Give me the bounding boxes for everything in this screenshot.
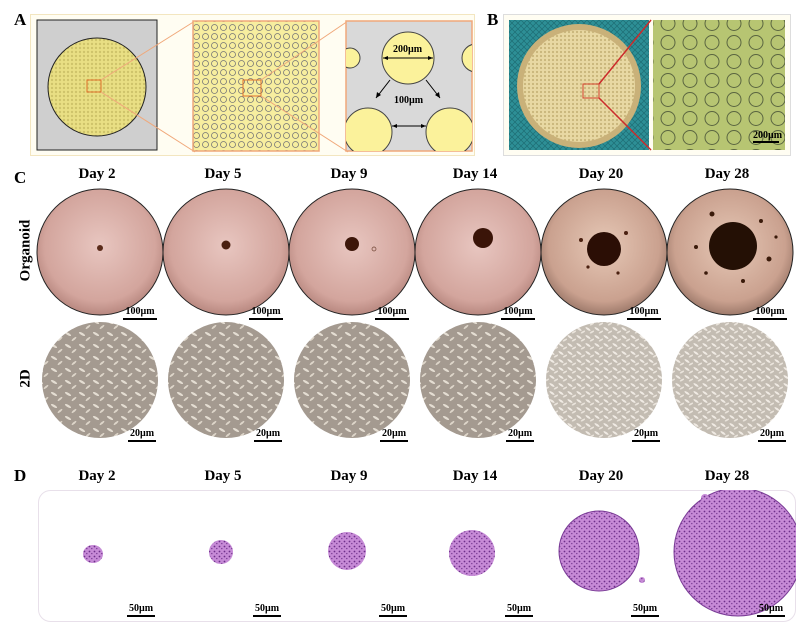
scale-organoid-5: 100µm (627, 306, 661, 320)
microwell-detail (345, 20, 473, 152)
scale-2d-4: 20µm (506, 428, 534, 442)
scale-2d-6: 20µm (758, 428, 786, 442)
day-header-d-1: Day 2 (78, 468, 116, 484)
panel-letter-b: B (487, 10, 499, 29)
day-header-c-2: Day 5 (204, 166, 242, 182)
panel-letter-a: A (14, 10, 27, 29)
day-header-c-4: Day 14 (452, 166, 498, 182)
scale-he-5: 50µm (631, 603, 659, 617)
cells-day-14 (420, 322, 536, 438)
day-header-c-5: Day 20 (578, 166, 624, 182)
day-header-d-3: Day 9 (330, 468, 368, 484)
cells-day-2 (42, 322, 158, 438)
scale-organoid-3: 100µm (375, 306, 409, 320)
histology-day-5 (209, 540, 233, 564)
scale-he-3: 50µm (379, 603, 407, 617)
two-d-row (42, 322, 788, 438)
panel-a-schematic (30, 14, 475, 156)
scale-2d-1: 20µm (128, 428, 156, 442)
panel-b-photos (503, 14, 791, 156)
organoid-day-20 (540, 188, 668, 316)
zoom-box-small (86, 79, 102, 93)
histology-day-28 (673, 490, 796, 617)
day-header-d-2: Day 5 (204, 468, 242, 484)
scale-organoid-2: 100µm (249, 306, 283, 320)
row-label-2d: 2D (17, 369, 34, 388)
day-header-c-1: Day 2 (78, 166, 116, 182)
cells-day-5 (168, 322, 284, 438)
spacing-label: 100µm (394, 95, 424, 106)
histology-day-20 (558, 510, 645, 592)
day-header-d-5: Day 20 (578, 468, 624, 484)
histology-day-9 (328, 532, 366, 570)
diameter-label: 200µm (393, 44, 423, 55)
panel-letter-d: D (14, 466, 27, 485)
scale-he-6: 50µm (757, 603, 785, 617)
scale-organoid-4: 100µm (501, 306, 535, 320)
histology-row (38, 490, 796, 622)
organoid-day-5 (162, 188, 290, 316)
day-header-d-4: Day 14 (452, 468, 498, 484)
scale-2d-2: 20µm (254, 428, 282, 442)
day-header-c-6: Day 28 (704, 166, 750, 182)
scale-organoid-1: 100µm (123, 306, 157, 320)
row-label-organoid: Organoid (17, 219, 34, 282)
scale-he-4: 50µm (505, 603, 533, 617)
histology-day-2 (83, 545, 103, 563)
day-header-d-6: Day 28 (704, 468, 750, 484)
organoid-row (36, 188, 794, 316)
panel-b-scale-label: 200µm (753, 130, 783, 141)
cells-day-28 (672, 322, 788, 438)
photo-magnified-wells (653, 20, 785, 150)
scale-2d-5: 20µm (632, 428, 660, 442)
cells-day-9 (294, 322, 410, 438)
cells-day-20 (546, 322, 662, 438)
day-header-c-3: Day 9 (330, 166, 368, 182)
scale-he-1: 50µm (127, 603, 155, 617)
microwell-array (192, 20, 320, 152)
organoid-day-9 (288, 188, 416, 316)
organoid-day-28 (666, 188, 794, 316)
panel-letter-c: C (14, 168, 27, 187)
scale-he-2: 50µm (253, 603, 281, 617)
organoid-day-2 (36, 188, 164, 316)
scale-2d-3: 20µm (380, 428, 408, 442)
organoid-day-14 (414, 188, 542, 316)
histology-day-14 (449, 530, 495, 576)
well-circle (47, 37, 147, 137)
scale-organoid-6: 100µm (753, 306, 787, 320)
